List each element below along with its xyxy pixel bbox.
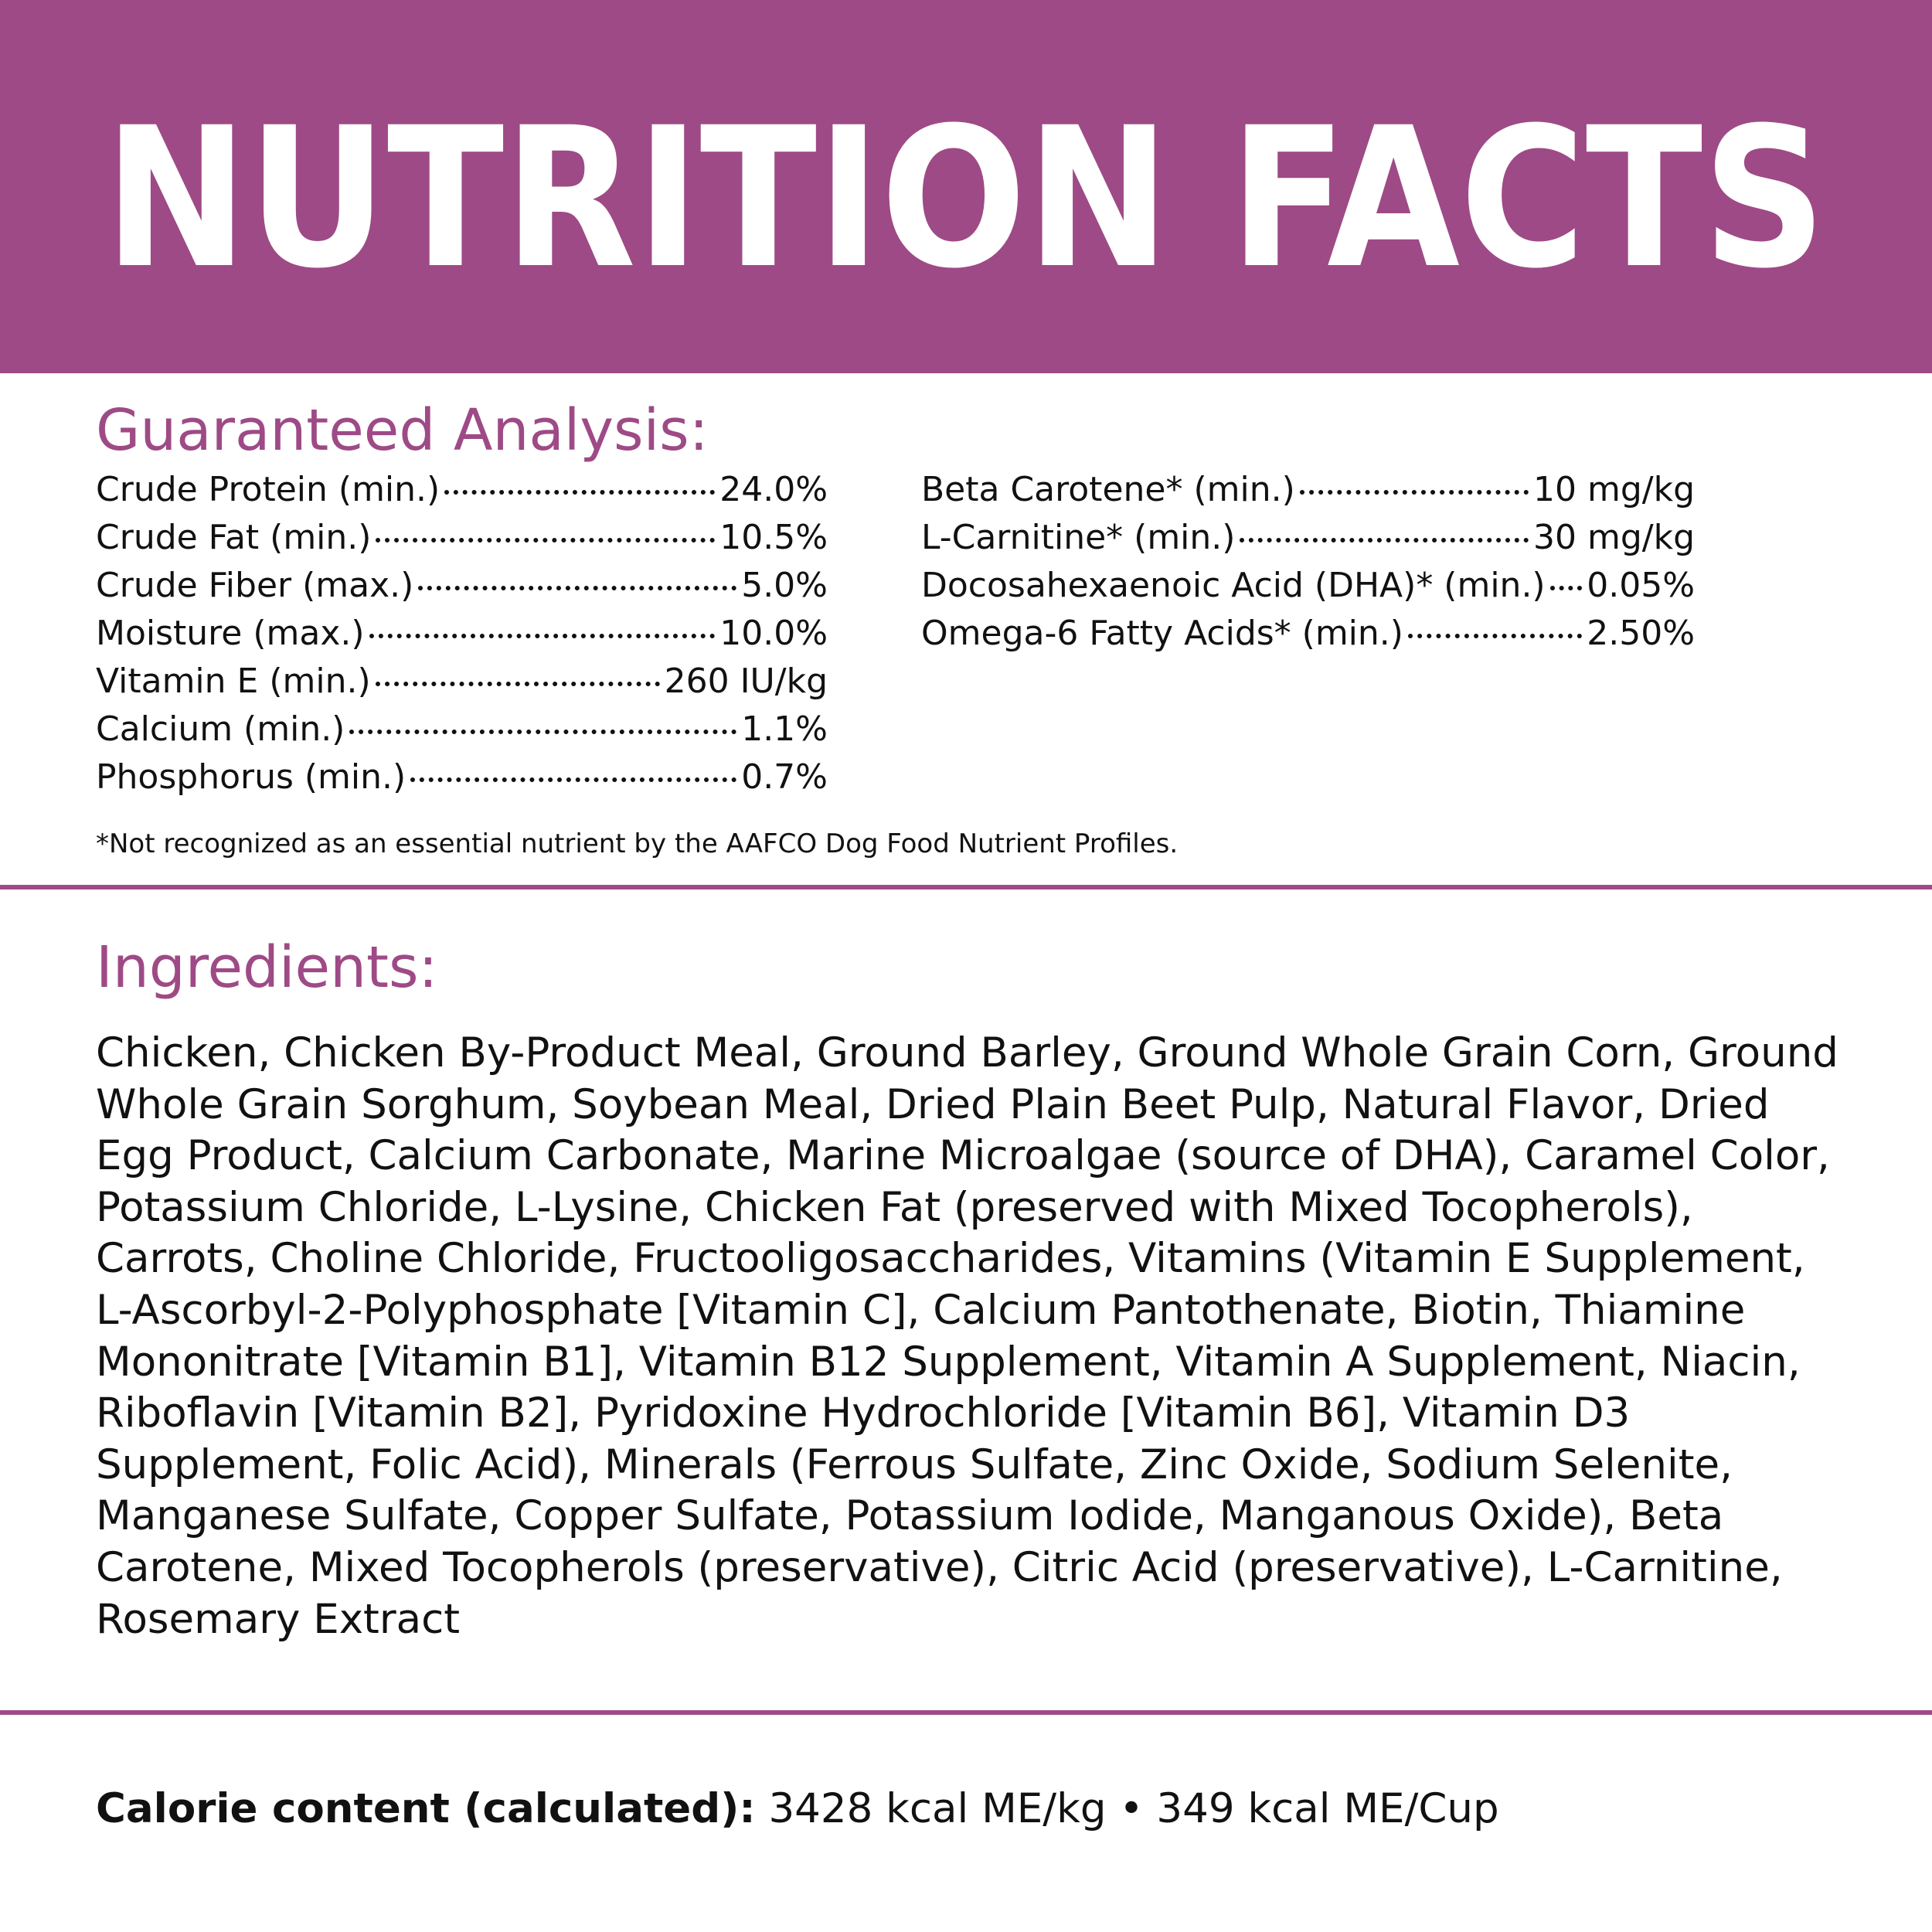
nutrient-label: Crude Fiber (max.) [96,566,414,605]
analysis-row: Beta Carotene* (min.) 10 mg/kg [921,470,1695,518]
footnote: *Not recognized as an essential nutrient… [96,828,1179,859]
analysis-row: Docosahexaenoic Acid (DHA)* (min.) 0.05% [921,566,1695,614]
nutrient-label: Moisture (max.) [96,614,365,653]
dot-leader [418,586,737,590]
analysis-right: Beta Carotene* (min.) 10 mg/kg L-Carnitine… [921,470,1695,662]
nutrient-label: Vitamin E (min.) [96,662,371,701]
analysis-row: L-Carnitine* (min.) 30 mg/kg [921,518,1695,566]
analysis-row: Omega-6 Fatty Acids* (min.) 2.50% [921,614,1695,662]
analysis-row: Calcium (min.) 1.1% [96,709,828,757]
nutrient-value: 1.1% [741,709,828,749]
analysis-row: Vitamin E (min.) 260 IU/kg [96,662,828,709]
nutrient-label: Calcium (min.) [96,709,345,749]
ingredients-text: Chicken, Chicken By-Product Meal, Ground… [96,1029,1838,1643]
dot-leader [1240,538,1529,543]
nutrient-label: Beta Carotene* (min.) [921,470,1295,509]
dot-leader [1407,634,1583,638]
divider [0,885,1932,889]
analysis-row: Phosphorus (min.) 0.7% [96,757,828,805]
nutrient-value: 10 mg/kg [1533,470,1695,509]
calorie-value: 3428 kcal ME/kg • 349 kcal ME/Cup [768,1785,1499,1832]
header-band: NUTRITION FACTS [0,0,1932,373]
dot-leader [376,538,716,543]
nutrient-value: 5.0% [741,566,828,605]
nutrient-label: Crude Fat (min.) [96,518,372,557]
dot-leader [369,634,716,638]
nutrient-value: 2.50% [1587,614,1695,653]
calorie-label: Calorie content (calculated): [96,1785,756,1832]
dot-leader [410,777,737,782]
nutrient-label: Docosahexaenoic Acid (DHA)* (min.) [921,566,1546,605]
analysis-left: Crude Protein (min.) 24.0% Crude Fat (min.… [96,470,828,805]
nutrient-value: 30 mg/kg [1533,518,1695,557]
analysis-row: Moisture (max.) 10.0% [96,614,828,662]
analysis-row: Crude Fat (min.) 10.5% [96,518,828,566]
page-title: NUTRITION FACTS [104,86,1826,311]
nutrient-label: Crude Protein (min.) [96,470,440,509]
dot-leader [375,682,660,686]
nutrient-label: Phosphorus (min.) [96,757,406,797]
header: NUTRITION FACTS [104,86,1826,311]
dot-leader [1549,586,1583,590]
nutrient-value: 0.05% [1587,566,1695,605]
nutrient-label: L-Carnitine* (min.) [921,518,1236,557]
calorie-line: Calorie content (calculated): 3428 kcal … [96,1785,1499,1832]
nutrient-value: 10.0% [719,614,828,653]
section-title: Ingredients: [96,934,438,1001]
nutrient-value: 24.0% [719,470,828,509]
nutrient-value: 260 IU/kg [664,662,828,701]
analysis-row: Crude Fiber (max.) 5.0% [96,566,828,614]
nutrient-value: 0.7% [741,757,828,797]
dot-leader [349,730,737,734]
section-title: Guaranteed Analysis: [96,397,709,464]
analysis-row: Crude Protein (min.) 24.0% [96,470,828,518]
divider [0,1710,1932,1715]
dot-leader [1299,490,1529,495]
nutrient-label: Omega-6 Fatty Acids* (min.) [921,614,1403,653]
dot-leader [444,490,716,495]
nutrient-value: 10.5% [719,518,828,557]
